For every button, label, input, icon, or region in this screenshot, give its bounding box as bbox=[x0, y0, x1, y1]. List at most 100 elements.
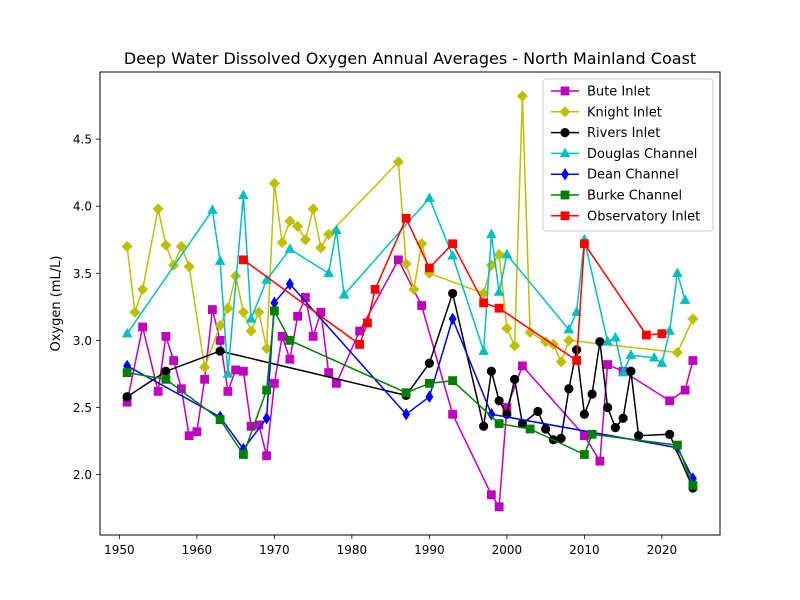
data-point bbox=[245, 325, 257, 337]
data-point bbox=[161, 331, 171, 341]
series-line-burke-channel bbox=[126, 310, 694, 486]
legend-marker bbox=[560, 211, 570, 221]
data-point bbox=[408, 283, 420, 295]
data-point bbox=[215, 415, 225, 424]
data-point bbox=[687, 313, 699, 325]
data-point bbox=[122, 392, 132, 402]
data-point bbox=[222, 368, 234, 378]
data-point bbox=[262, 411, 271, 425]
x-tick-label: 1950 bbox=[104, 543, 135, 557]
data-point bbox=[355, 326, 365, 336]
data-point bbox=[285, 277, 294, 291]
legend-label: Dean Channel bbox=[587, 168, 679, 183]
data-point bbox=[494, 419, 504, 429]
data-point bbox=[509, 340, 521, 352]
data-point bbox=[199, 361, 211, 373]
series-bute-inlet bbox=[122, 255, 698, 512]
legend-label: Knight Inlet bbox=[587, 105, 662, 120]
data-point bbox=[680, 385, 690, 395]
data-point bbox=[486, 490, 496, 500]
data-point bbox=[493, 286, 505, 296]
data-point bbox=[284, 243, 296, 253]
y-axis: 2.0 2.5 3.0 3.5 4.0 4.5 bbox=[73, 133, 100, 482]
data-point bbox=[679, 294, 691, 304]
data-point bbox=[424, 192, 435, 202]
data-point bbox=[448, 312, 457, 326]
data-point bbox=[671, 346, 683, 359]
data-point bbox=[448, 376, 458, 386]
data-point bbox=[501, 322, 513, 334]
data-point bbox=[417, 301, 427, 310]
data-point bbox=[579, 409, 589, 419]
data-point bbox=[293, 311, 303, 321]
y-tick-label: 4.5 bbox=[73, 133, 92, 147]
data-point bbox=[493, 248, 505, 261]
data-point bbox=[370, 285, 380, 294]
data-point bbox=[424, 378, 434, 388]
data-point bbox=[401, 213, 411, 223]
data-point bbox=[555, 356, 567, 368]
data-point bbox=[618, 413, 628, 423]
legend-entry-rivers-inlet: Rivers Inlet bbox=[551, 126, 660, 141]
data-point bbox=[299, 234, 311, 246]
data-point bbox=[355, 340, 365, 349]
legend-label: Bute Inlet bbox=[587, 85, 650, 100]
data-point bbox=[276, 236, 288, 249]
data-point bbox=[237, 306, 249, 318]
data-point bbox=[572, 356, 582, 365]
data-point bbox=[602, 335, 613, 346]
data-point bbox=[308, 331, 318, 341]
data-point bbox=[479, 298, 489, 308]
legend-marker bbox=[559, 147, 571, 158]
x-tick-label: 2000 bbox=[492, 543, 523, 557]
data-point bbox=[641, 330, 651, 340]
data-point bbox=[579, 431, 589, 441]
data-point bbox=[486, 228, 497, 239]
data-point bbox=[238, 189, 249, 200]
y-tick-label: 4.0 bbox=[73, 200, 92, 214]
data-point bbox=[424, 263, 434, 273]
data-point bbox=[200, 374, 210, 384]
legend-marker bbox=[559, 106, 571, 118]
data-point bbox=[292, 220, 304, 232]
plot-lines bbox=[121, 90, 699, 512]
data-point bbox=[688, 356, 698, 365]
data-point bbox=[121, 240, 133, 253]
data-point bbox=[656, 357, 668, 367]
data-point bbox=[665, 429, 675, 439]
y-tick-label: 2.5 bbox=[73, 401, 92, 415]
data-point bbox=[447, 250, 458, 260]
data-point bbox=[501, 248, 513, 259]
data-point bbox=[603, 360, 613, 369]
data-point bbox=[564, 384, 574, 394]
data-point bbox=[268, 177, 280, 189]
legend-entry-bute-inlet: Bute Inlet bbox=[551, 85, 650, 100]
data-point bbox=[448, 409, 458, 419]
data-point bbox=[253, 306, 265, 318]
x-tick-label: 1980 bbox=[337, 543, 368, 557]
data-point bbox=[262, 451, 272, 461]
legend-entry-observatory-inlet: Observatory Inlet bbox=[551, 209, 700, 224]
y-tick-label: 3.5 bbox=[73, 267, 92, 281]
data-point bbox=[238, 450, 248, 459]
data-point bbox=[307, 203, 319, 215]
data-point bbox=[393, 255, 403, 265]
series-douglas-channel bbox=[121, 189, 691, 378]
legend-label: Douglas Channel bbox=[587, 147, 697, 162]
data-point bbox=[571, 306, 582, 316]
data-point bbox=[610, 423, 620, 433]
series-observatory-inlet bbox=[238, 213, 667, 365]
chart-title: Deep Water Dissolved Oxygen Annual Avera… bbox=[124, 49, 696, 68]
data-point bbox=[487, 407, 496, 421]
legend-entry-knight-inlet: Knight Inlet bbox=[551, 105, 662, 120]
data-point bbox=[400, 258, 412, 270]
data-point bbox=[516, 90, 528, 102]
data-point bbox=[160, 239, 172, 251]
data-point bbox=[486, 366, 496, 376]
data-point bbox=[556, 433, 566, 443]
data-point bbox=[626, 366, 636, 376]
data-point bbox=[563, 323, 575, 334]
data-point bbox=[362, 318, 372, 328]
data-point bbox=[579, 450, 589, 459]
data-point bbox=[262, 385, 272, 395]
